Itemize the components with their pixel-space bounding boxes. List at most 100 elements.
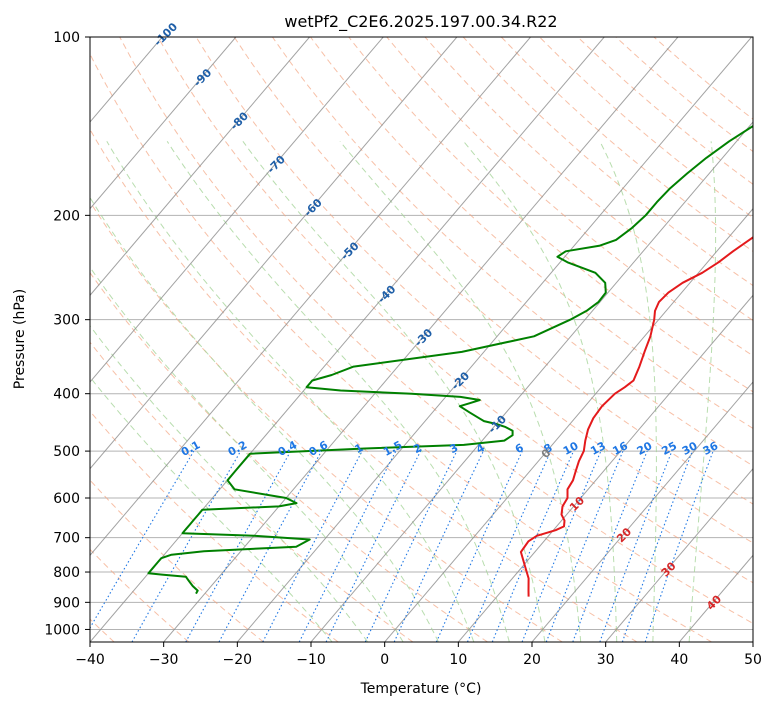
line-labels: 0.1 0.2 0.4 0.6 1 1.5 2 3 4 6 8 10 13 16 20 25 30 36-100-… xyxy=(151,20,724,613)
dry-adiabat xyxy=(90,479,264,642)
isotherm xyxy=(236,37,752,642)
isotherm xyxy=(90,37,384,383)
mixing-ratio-line xyxy=(393,450,484,642)
mixing-ratio-line xyxy=(218,450,322,642)
mixing-ratio-line xyxy=(364,450,458,642)
dry-adiabat xyxy=(271,37,753,467)
mixing-ratio-line xyxy=(572,450,648,642)
y-tick-label: 100 xyxy=(53,30,80,46)
x-tick-label: −20 xyxy=(223,652,253,668)
isotherm xyxy=(457,294,753,642)
dry-adiabat xyxy=(310,37,753,430)
dry-adiabat xyxy=(90,341,414,642)
dry-adiabat xyxy=(90,201,563,642)
x-tick-label: −40 xyxy=(75,652,105,668)
x-tick-label: 50 xyxy=(744,652,762,668)
moist-adiabat xyxy=(90,376,333,642)
dry-adiabat xyxy=(157,37,753,584)
mixing-ratio-label: 1.5 xyxy=(381,438,404,459)
moist-adiabat xyxy=(688,141,717,642)
mixing-ratio-label: 25 xyxy=(659,439,679,458)
mixing-ratio-label: 6 xyxy=(513,441,526,456)
isotherm xyxy=(384,207,753,642)
dry-adiabat xyxy=(119,37,753,624)
dry-adiabat xyxy=(539,37,753,219)
mixing-ratio-label: 20 xyxy=(635,439,655,458)
dry-adiabat xyxy=(90,271,488,642)
mixing-ratio-label: 13 xyxy=(588,439,608,458)
mixing-ratio-label: 0.6 xyxy=(307,438,331,459)
mixing-ratio-line xyxy=(621,450,693,642)
isotherm xyxy=(310,121,753,642)
mixing-ratio-line xyxy=(644,450,714,642)
profile-series xyxy=(147,124,753,597)
isotherm xyxy=(163,37,679,642)
mixing-ratio-line xyxy=(325,450,422,642)
mixing-ratio-line xyxy=(491,450,575,642)
dry-adiabat xyxy=(462,37,753,287)
moist-adiabat xyxy=(242,141,546,642)
mixing-ratio-label: 36 xyxy=(701,439,721,458)
mixing-ratio-label: 3 xyxy=(447,441,460,456)
mixing-ratio-label: 16 xyxy=(610,439,630,458)
mixing-ratio-line xyxy=(435,450,523,642)
mixing-ratio-line xyxy=(521,450,602,642)
y-tick-label: 700 xyxy=(53,531,80,547)
isotherm xyxy=(752,641,753,642)
temperature-line xyxy=(519,236,753,597)
moist-adiabat xyxy=(106,141,475,642)
mixing-ratio-label: 0.1 xyxy=(179,438,202,459)
y-tick-label: 900 xyxy=(53,595,80,611)
x-axis-label: Temperature (°C) xyxy=(360,681,482,697)
moist-adiabat xyxy=(339,140,582,642)
mixing-ratio-label: 2 xyxy=(411,441,424,456)
x-tick-label: −10 xyxy=(296,652,326,668)
y-tick-label: 1000 xyxy=(44,622,80,638)
y-tick-label: 800 xyxy=(53,565,80,581)
y-tick-label: 600 xyxy=(53,491,80,507)
dry-adiabat xyxy=(90,128,638,642)
x-tick-label: 30 xyxy=(597,652,615,668)
moist-adiabat xyxy=(599,141,657,642)
moist-adiabat xyxy=(166,141,510,642)
moist-adiabat xyxy=(90,325,369,642)
mixing-ratio-label: 0.2 xyxy=(226,438,249,459)
x-tick-label: 10 xyxy=(449,652,467,668)
moist-adiabat xyxy=(90,266,404,642)
isotherm xyxy=(678,554,753,642)
mixing-ratio-label: 30 xyxy=(680,439,700,458)
axis-ticks: −40 −30 −20 −10 0 10 20 30 40 5010020030040050060… xyxy=(44,30,762,668)
isotherm-label: -100 xyxy=(151,20,180,49)
y-tick-label: 400 xyxy=(53,387,80,403)
isotherm xyxy=(531,381,753,642)
y-axis-label: Pressure (hPa) xyxy=(12,289,28,389)
isotherm xyxy=(90,37,605,642)
isotherm xyxy=(90,37,237,210)
dry-adiabat xyxy=(90,52,712,642)
mixing-ratio-line xyxy=(185,450,292,642)
dry-adiabat xyxy=(233,37,753,505)
background-lines xyxy=(90,37,753,642)
mixing-ratio-line xyxy=(545,450,624,642)
mixing-ratio-line xyxy=(599,450,673,642)
y-tick-label: 200 xyxy=(53,208,80,224)
isotherm xyxy=(90,37,310,297)
x-tick-label: −30 xyxy=(149,652,179,668)
plot-frame xyxy=(89,36,754,643)
y-tick-label: 300 xyxy=(53,313,80,329)
mixing-ratio-label: 10 xyxy=(561,439,581,458)
mixing-ratio-line xyxy=(262,450,363,642)
moist-adiabat xyxy=(90,196,439,642)
dewpoint-line xyxy=(147,124,753,595)
mixing-ratio-line xyxy=(90,450,195,629)
x-tick-label: 20 xyxy=(523,652,541,668)
x-tick-label: 0 xyxy=(380,652,389,668)
dry-adiabat xyxy=(195,37,753,544)
dry-adiabat xyxy=(348,37,753,393)
isotherm xyxy=(90,37,458,470)
mixing-ratio-line xyxy=(466,450,552,642)
y-tick-label: 500 xyxy=(53,444,80,460)
isotherm xyxy=(90,37,531,557)
chart-title: wetPf2_C2E6.2025.197.00.34.R22 xyxy=(284,12,557,32)
